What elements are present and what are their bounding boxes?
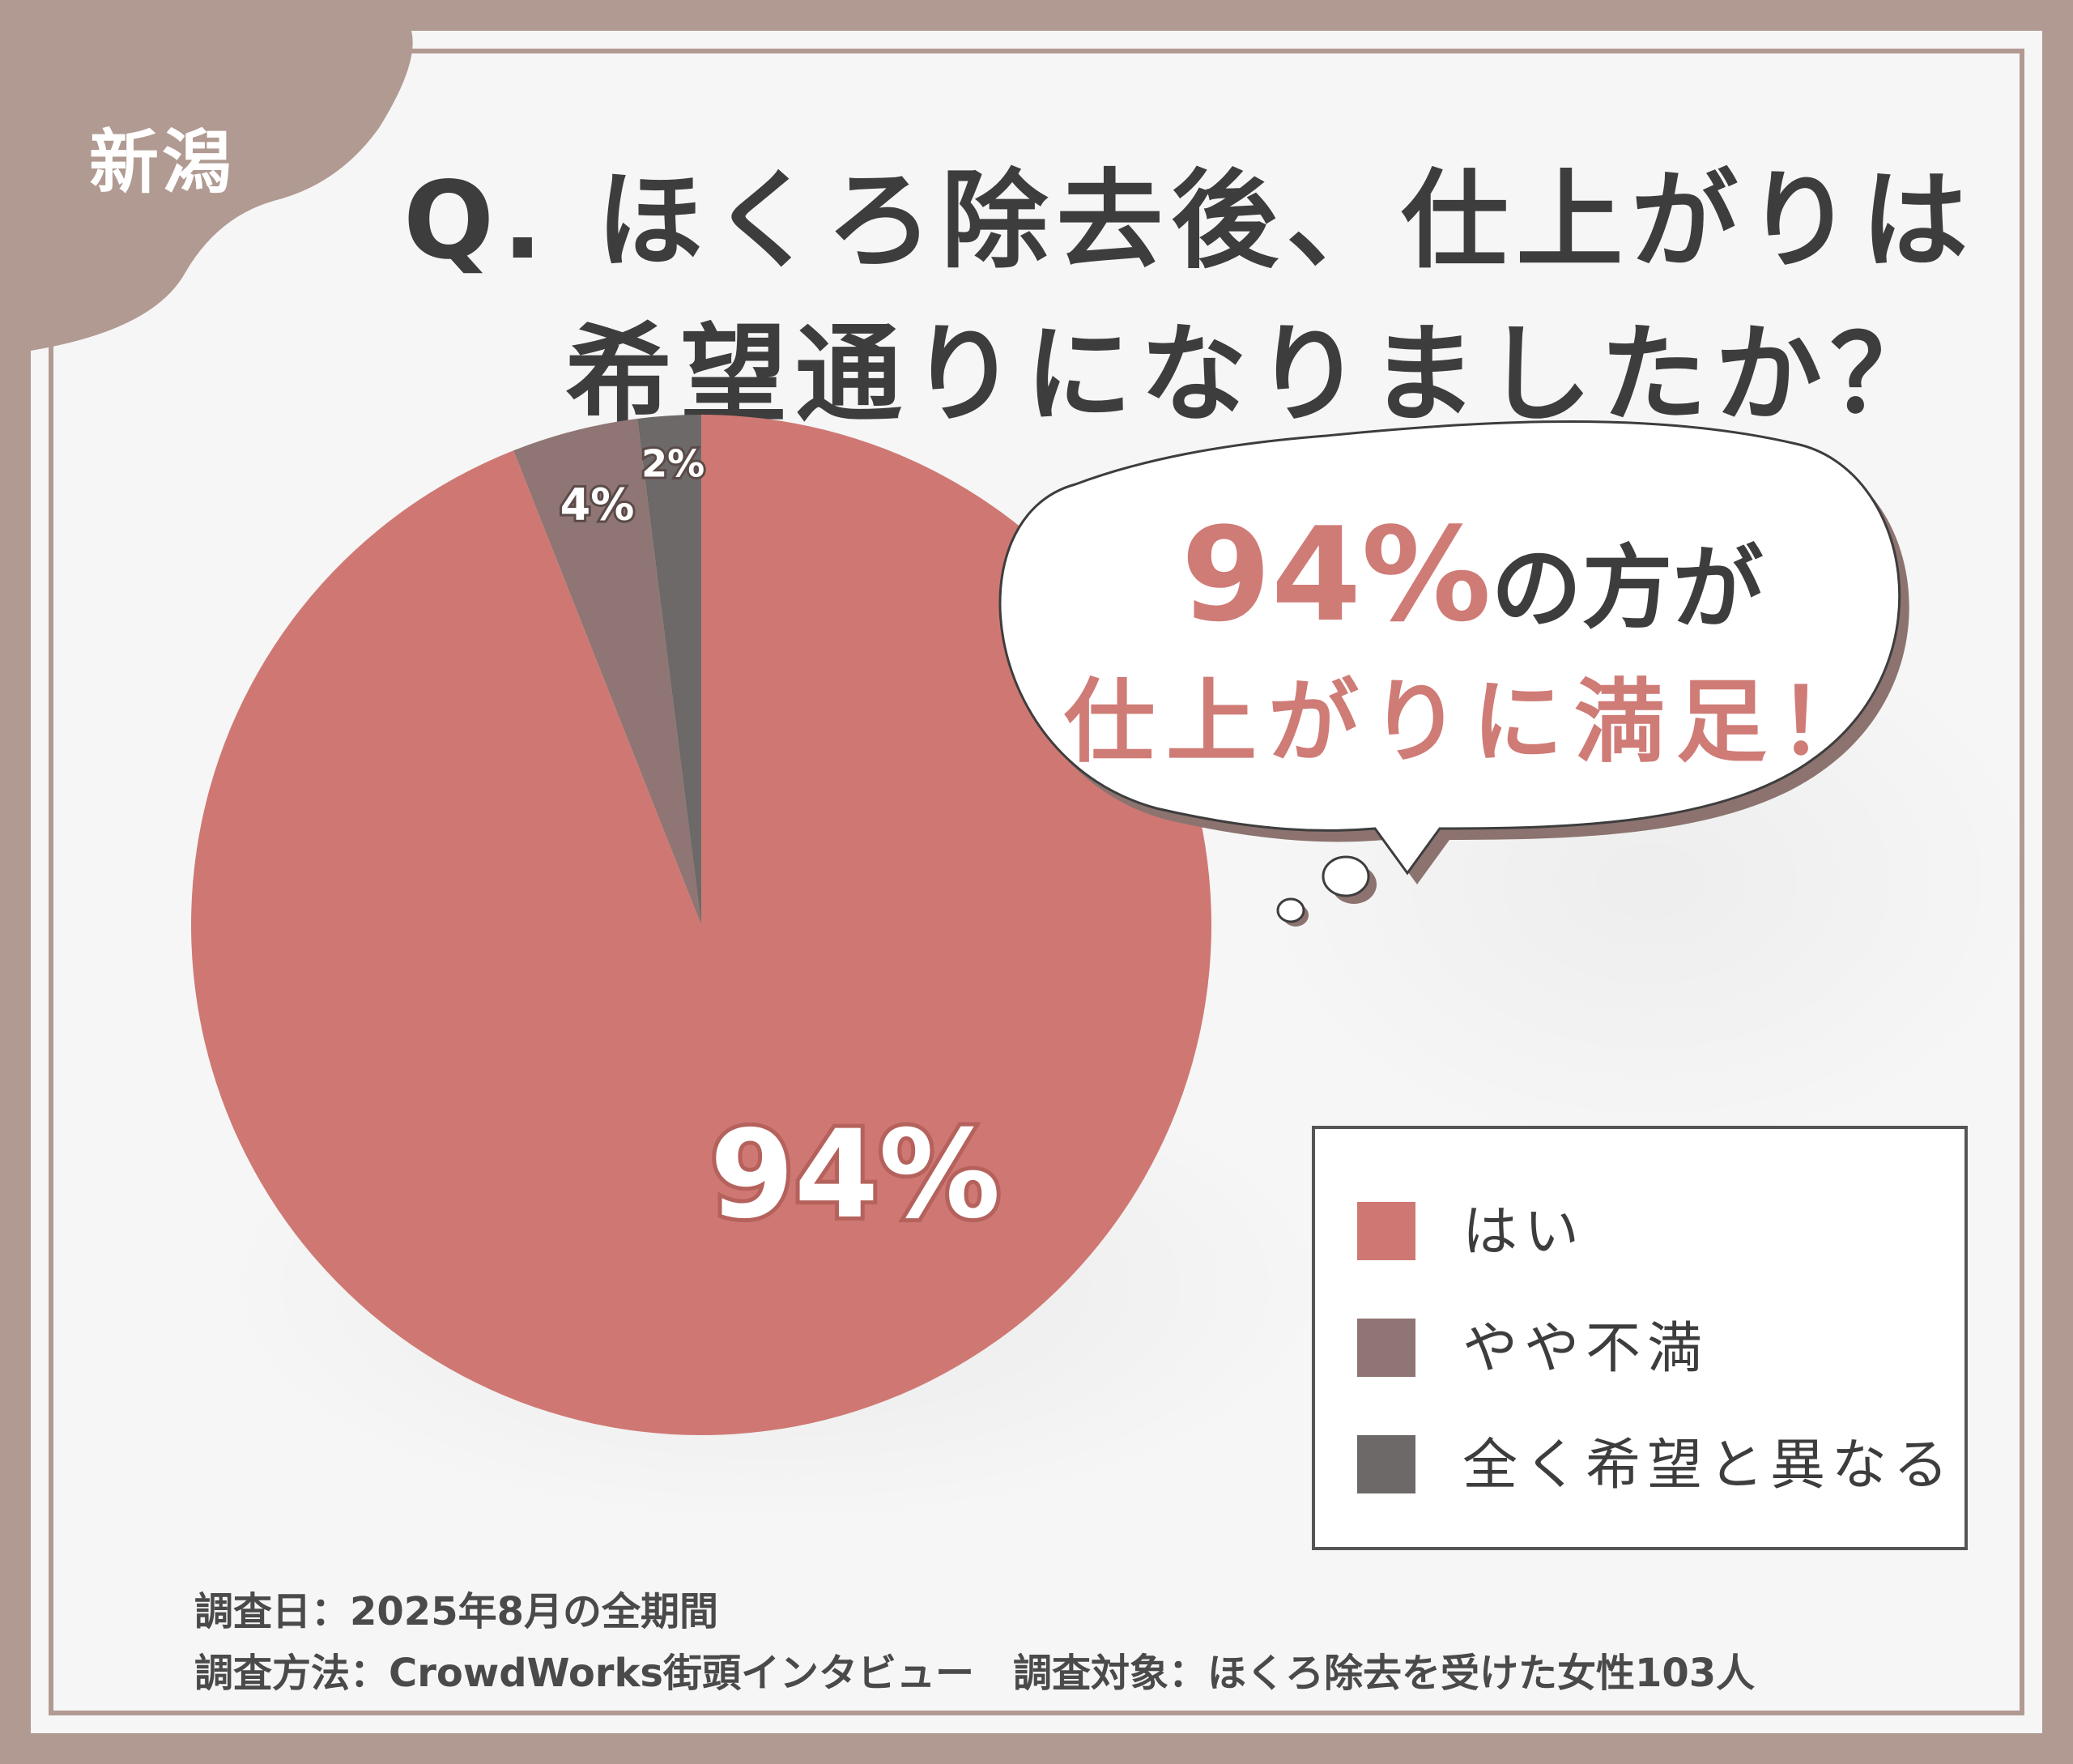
pie-chart: 94% 4%2% [190,415,1909,1435]
bubble-line-1: 94%の方が [1043,510,1901,654]
legend-label: 全く希望と異なる [1462,1434,1956,1498]
pie-data-label-1: 4% [560,479,635,530]
infographic-card: 新潟 Q. ほくろ除去後、仕上がりは 希望通りになりましたか？ 94% 4% 2% … [31,31,2042,1733]
pie-data-label-2: 2% [641,442,704,486]
pie-slice-1 [513,418,701,925]
legend-label: はい [1462,1200,1586,1264]
legend-label: やや不満 [1462,1317,1709,1381]
legend-swatch [1357,1319,1415,1377]
pie-slice-2 [637,415,701,925]
speech-bubble [998,420,1909,927]
question-line-1: Q. ほくろ除去後、仕上がりは [403,159,1977,283]
survey-date: 調査日：2025年8月の全期間 [194,1589,718,1634]
region-tab [31,31,413,351]
bubble-percent: 94% [1181,499,1492,650]
chart-legend: はい やや不満 全く希望と異なる [1312,1126,1968,1550]
bubble-text: 94%の方が 仕上がりに満足！ [1043,510,1901,783]
question-title: Q. ほくろ除去後、仕上がりは 希望通りになりましたか？ [403,144,2023,452]
question-line-2: 希望通りになりましたか？ [565,313,1945,437]
bubble-line-2: 仕上がりに満足！ [1064,670,1880,775]
pie-data-label-0: 94% [709,1105,1000,1246]
legend-swatch [1357,1435,1415,1493]
survey-method: 調査方法：CrowdWorks街頭インタビュー 調査対象：ほくろ除去を受けた女性… [194,1651,1756,1696]
legend-swatch [1357,1202,1415,1260]
region-label: 新潟 [89,122,235,203]
bubble-suffix: の方が [1491,536,1764,641]
